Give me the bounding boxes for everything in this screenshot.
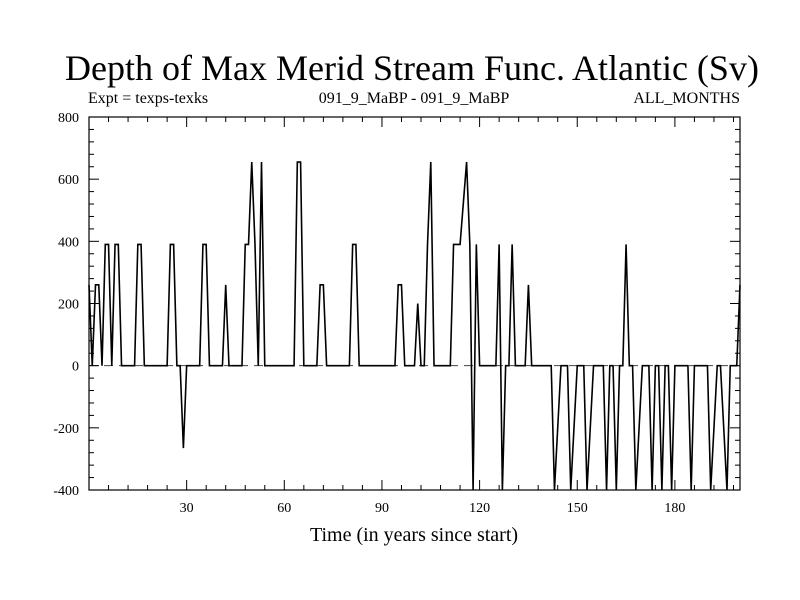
series-line-0 (88, 161, 741, 491)
x-tick-label: 180 (664, 501, 685, 516)
subtitle-expt: Expt = texps-texks (88, 90, 208, 107)
y-tick-label: -200 (53, 422, 79, 437)
plot-area: 30 60 90 120 150 180 -400 -200 0 200 400 600 800 (53, 111, 741, 516)
chart-title: Depth of Max Merid Stream Func. Atlantic… (65, 48, 759, 88)
x-tick-label: 90 (375, 501, 389, 516)
y-tick-label: 800 (58, 111, 79, 126)
x-tick-label: 150 (567, 501, 588, 516)
x-tick-label: 60 (277, 501, 291, 516)
y-tick-label: 400 (58, 235, 79, 250)
plot-frame (88, 116, 741, 491)
y-tick-label: 200 (58, 298, 79, 313)
y-tick-label: -400 (53, 484, 79, 499)
y-tick-label: 0 (72, 360, 79, 375)
subtitle-runs: 091_9_MaBP - 091_9_MaBP (319, 90, 510, 107)
y-tick-label: 600 (58, 173, 79, 188)
x-tick-label: 120 (469, 501, 490, 516)
subtitle-months: ALL_MONTHS (633, 90, 740, 107)
x-axis-label: Time (in years since start) (310, 524, 518, 546)
x-tick-label: 30 (180, 501, 194, 516)
